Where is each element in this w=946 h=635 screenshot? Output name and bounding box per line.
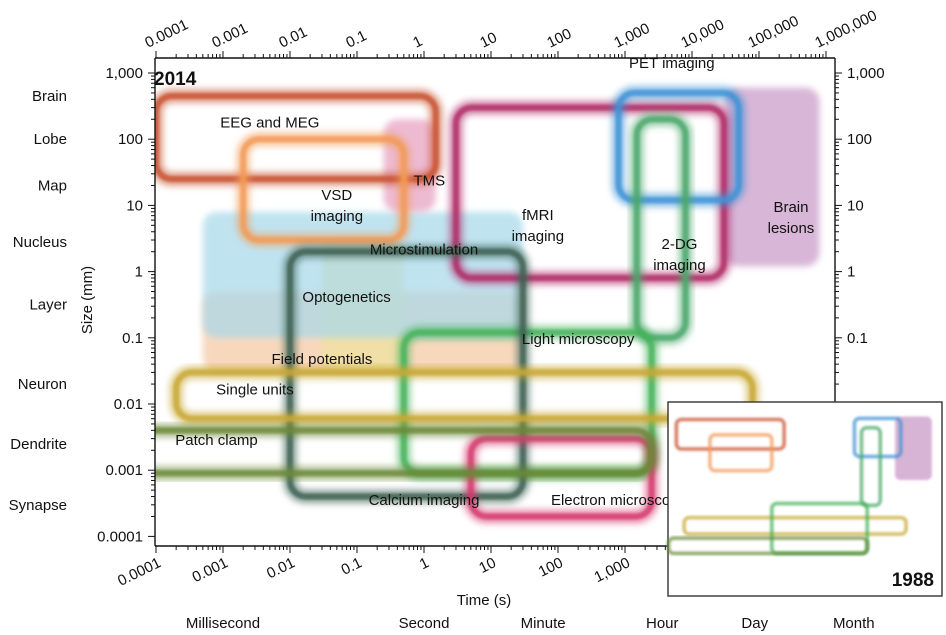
y-tick-label: 1,000 [105,65,143,82]
y-axis-title: Size (mm) [79,266,96,334]
label-line: imaging [512,228,565,245]
inset-region-single-units [682,515,908,536]
time-unit-hour: Hour [646,615,679,632]
x-tick-label: 0.0001 [115,554,164,589]
label-line: 2-DG [662,236,698,253]
inset-region-2-dg-imaging [859,426,882,508]
x-tick-label: 100 [536,554,566,580]
x-tick-label: 10 [476,554,498,577]
region-outline [155,427,655,477]
inset-region-eeg-and-meg [674,417,786,451]
y-tick-label: 0.01 [114,396,143,413]
x-tick-label-top: 1 [410,33,425,52]
region-outline [155,92,439,183]
x-axis-title: Time (s) [457,592,511,609]
size-level-nucleus: Nucleus [13,234,67,251]
label-line: imaging [653,257,706,274]
x-tick-label-top: 100,000 [745,13,801,52]
y-tick-label-right: 10 [847,197,864,214]
region-label-pet-imaging: PET imaging [629,55,715,72]
x-tick-label-top: 0.01 [276,24,310,52]
labels-layer: 2014 Field potentials Microstimulation Opto… [154,55,814,509]
x-tick-label: 0.1 [339,554,365,578]
region-label-electron-microscopy: Electron microscopy [551,492,687,509]
region-brain-lesions [723,87,820,267]
region-label-fmri-imaging: fMRI imaging [512,207,565,245]
region-eeg-and-meg [155,88,443,187]
x-tick-label: 0.001 [190,554,231,586]
region-label-optogenetics: Optogenetics [302,289,390,306]
size-level-map: Map [38,177,67,194]
inset-region-pet-imaging [852,416,903,459]
time-unit-minute: Minute [521,615,566,632]
size-level-lobe: Lobe [34,131,67,148]
inset-year-label: 1988 [892,570,934,591]
inset-region-brain-lesions [895,416,932,480]
region-fill [723,87,820,267]
label-line: fMRI [522,207,554,224]
region-label-tms: TMS [413,172,445,189]
size-level-neuron: Neuron [18,376,67,393]
year-label: 2014 [154,69,197,90]
region-label-microstimulation: Microstimulation [370,242,478,259]
label-line: VSD [321,187,352,204]
region-label-light-microscopy: Light microscopy [522,331,635,348]
y-tick-label: 0.0001 [97,528,143,545]
x-tick-label-top: 0.0001 [142,16,191,51]
region-label-patch-clamp: Patch clamp [175,432,258,449]
time-unit-second: Second [399,615,450,632]
regions-layer [155,85,820,524]
region-outline-glow [629,112,693,345]
x-tick-label: 1 [417,554,432,573]
region-label-single-units: Single units [216,381,294,398]
y-tick-label-right: 1,000 [847,65,885,82]
time-unit-month: Month [833,615,875,632]
x-tick-label-top: 1,000,000 [812,7,879,52]
region-vsd-imaging [236,132,411,248]
region-label-calcium-imaging: Calcium imaging [369,492,480,509]
y-tick-label: 1 [135,264,143,281]
region-outline [452,104,727,282]
inset-1988: 1988 [666,401,943,597]
x-tick-label-top: 0.1 [343,27,369,51]
region-label-brain-lesions: Brain lesions [768,199,815,237]
size-level-layer: Layer [29,296,67,313]
label-line: imaging [311,208,364,225]
label-line: lesions [768,220,815,237]
region-single-units [169,365,760,426]
time-unit-millisecond: Millisecond [186,615,260,632]
region-label-eeg-and-meg: EEG and MEG [220,115,319,132]
time-unit-day: Day [741,615,768,632]
region-outline [240,136,407,244]
region-outline [173,369,756,422]
x-tick-label-top: 0.001 [209,20,250,52]
x-tick-label-top: 100 [544,25,574,51]
y-tick-label: 0.001 [105,462,143,479]
region-fmri-imaging [448,100,731,286]
region-label-2-dg-imaging: 2-DG imaging [653,236,706,274]
region-2-dg-imaging [629,112,693,345]
region-patch-clamp [155,423,659,481]
inset-region-patch-clamp [666,536,869,556]
y-tick-label: 10 [126,197,143,214]
y-tick-label: 0.1 [122,330,143,347]
size-level-synapse: Synapse [9,497,67,514]
y-tick-label: 100 [118,131,143,148]
x-tick-label: 1,000 [592,554,633,586]
y-tick-label-right: 100 [847,131,872,148]
region-outline [633,116,689,341]
size-level-dendrite: Dendrite [10,436,67,453]
x-tick-label-top: 1,000 [611,20,652,52]
x-tick-label: 0.01 [264,554,298,582]
x-tick-label-top: 10 [477,29,499,52]
label-line: Brain [773,199,808,216]
region-label-vsd-imaging: VSD imaging [311,187,364,225]
region-label-field-potentials: Field potentials [272,351,373,368]
x-tick-label-top: 10,000 [678,16,727,51]
y-tick-label-right: 0.1 [847,330,868,347]
size-level-brain: Brain [32,88,67,105]
inset-region-vsd-imaging [708,433,774,473]
y-tick-label-right: 1 [847,264,855,281]
